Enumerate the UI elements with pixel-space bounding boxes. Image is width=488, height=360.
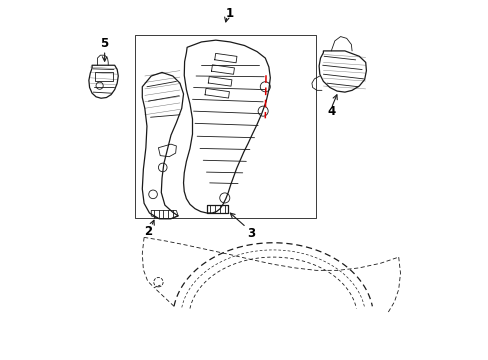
Text: 3: 3 — [246, 226, 255, 239]
Text: 4: 4 — [326, 105, 335, 118]
Text: 5: 5 — [101, 37, 108, 50]
Text: 1: 1 — [225, 7, 234, 20]
Text: 2: 2 — [144, 225, 152, 238]
